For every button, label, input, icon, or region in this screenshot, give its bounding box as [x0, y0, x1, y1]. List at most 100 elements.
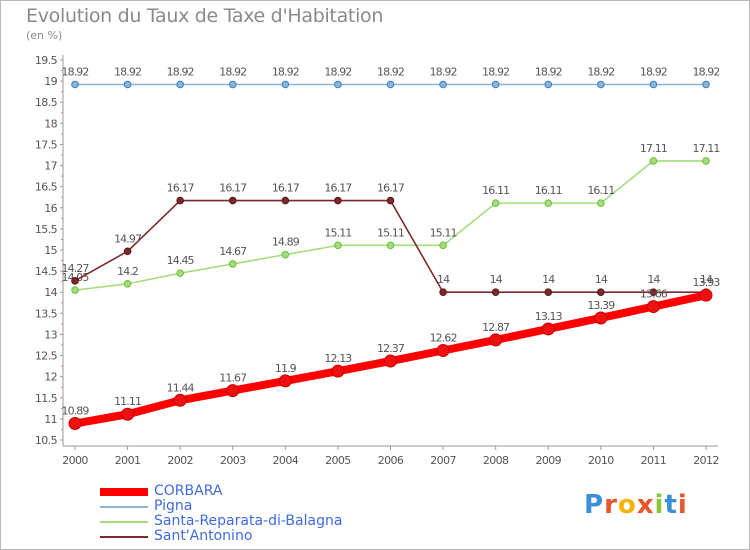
data-label: 16.11: [535, 184, 562, 197]
data-point: [281, 196, 290, 205]
data-point: [649, 157, 658, 165]
data-point: [386, 241, 395, 250]
data-label: 11.44: [167, 381, 195, 394]
x-tick-label: 2009: [535, 454, 561, 467]
chart-title: Evolution du Taux de Taxe d'Habitation: [26, 5, 384, 27]
data-point: [541, 322, 555, 336]
x-tick-label: 2007: [430, 454, 456, 467]
logo-letter: r: [604, 490, 618, 520]
data-point: [649, 288, 658, 297]
y-tick-label: 15.5: [35, 223, 58, 236]
data-point: [176, 196, 184, 205]
data-label: 14.27: [62, 262, 90, 275]
x-tick-label: 2000: [62, 454, 88, 467]
data-point: [594, 311, 608, 325]
data-label: 12.37: [377, 342, 405, 355]
data-point: [544, 288, 553, 297]
y-tick-label: 17: [44, 160, 57, 173]
data-label: 12.62: [430, 331, 457, 344]
data-label: 17.11: [640, 142, 667, 155]
data-point: [597, 80, 605, 89]
data-label: 14: [647, 273, 660, 286]
data-point: [228, 196, 237, 205]
data-point: [228, 260, 237, 268]
data-label: 14: [490, 273, 503, 286]
data-point: [489, 333, 503, 347]
data-label: 18.92: [587, 65, 614, 78]
data-point: [334, 196, 342, 205]
y-tick-label: 17.5: [35, 138, 58, 151]
data-label: 12.87: [482, 321, 510, 334]
data-label: 14: [542, 273, 555, 286]
data-label: 18.92: [62, 65, 89, 78]
series-pigna: 18.92 18.92 18.92 18.92 18.92 18.92 18.92 18.92…: [62, 65, 720, 89]
data-point: [278, 374, 292, 388]
data-label: 16.17: [219, 182, 247, 195]
legend-label: Pigna: [154, 498, 193, 514]
y-tick-label: 18: [44, 117, 57, 130]
data-point: [597, 288, 605, 297]
data-label: 16.17: [167, 182, 195, 195]
legend-item: Santa-Reparata-di-Balagna: [100, 514, 400, 529]
data-label: 16.17: [377, 182, 405, 195]
logo-letter: o: [617, 490, 637, 520]
data-label: 13.13: [535, 310, 563, 323]
data-point: [281, 250, 290, 259]
y-tick-label: 18.5: [35, 96, 58, 109]
x-tick-label: 2008: [483, 454, 509, 467]
data-point: [544, 80, 553, 89]
data-point: [702, 157, 710, 165]
data-point: [121, 407, 135, 421]
x-tick-label: 2012: [693, 454, 719, 467]
legend-swatch: [100, 487, 148, 496]
data-point: [544, 199, 553, 207]
data-label: 18.92: [114, 65, 141, 78]
data-point: [699, 288, 713, 302]
data-point: [226, 384, 240, 398]
data-point: [71, 286, 79, 294]
logo-letter: x: [636, 490, 655, 520]
x-tick-label: 2011: [641, 454, 667, 467]
data-label: 18.92: [272, 65, 299, 78]
data-point: [228, 80, 237, 89]
data-label: 18.92: [324, 65, 351, 78]
data-point: [123, 80, 132, 89]
legend-item: CORBARA: [100, 484, 400, 499]
legend: CORBARA Pigna Santa-Reparata-di-Balagna San…: [100, 484, 400, 544]
data-point: [176, 80, 184, 89]
y-tick-label: 19.5: [35, 54, 58, 67]
x-tick-label: 2010: [588, 454, 614, 467]
data-label: 15.11: [430, 226, 457, 239]
y-tick-label: 10.5: [35, 434, 58, 447]
data-label: 18.92: [693, 65, 720, 78]
data-label: 14.45: [167, 254, 195, 267]
data-label: 16.11: [587, 184, 614, 197]
legend-label: CORBARA: [154, 483, 223, 499]
series-santa-reparata-di-balagna: 14.0514.214.4514.6714.8915.1115.1115.111…: [62, 142, 720, 294]
x-tick-label: 2005: [325, 454, 351, 467]
data-point: [646, 300, 660, 314]
data-point: [386, 80, 395, 89]
data-label: 13.39: [587, 299, 615, 312]
data-label: 12.13: [324, 352, 352, 365]
data-label: 18.92: [167, 65, 194, 78]
y-tick-label: 15: [44, 244, 57, 257]
data-point: [71, 277, 79, 285]
data-label: 14.2: [117, 265, 138, 278]
logo-letter: i: [677, 490, 688, 520]
y-tick-label: 16.5: [35, 181, 58, 194]
y-tick-label: 12: [44, 371, 57, 384]
data-point: [491, 199, 500, 207]
data-label: 16.11: [482, 184, 509, 197]
y-tick-label: 11: [44, 413, 57, 426]
data-point: [597, 199, 605, 207]
data-point: [386, 196, 395, 205]
data-point: [491, 288, 500, 297]
data-point: [491, 80, 500, 89]
y-tick-label: 13: [44, 328, 57, 341]
y-tick-label: 11.5: [35, 392, 58, 405]
data-point: [439, 288, 447, 297]
x-tick-label: 2002: [167, 454, 193, 467]
data-label: 18.92: [535, 65, 562, 78]
